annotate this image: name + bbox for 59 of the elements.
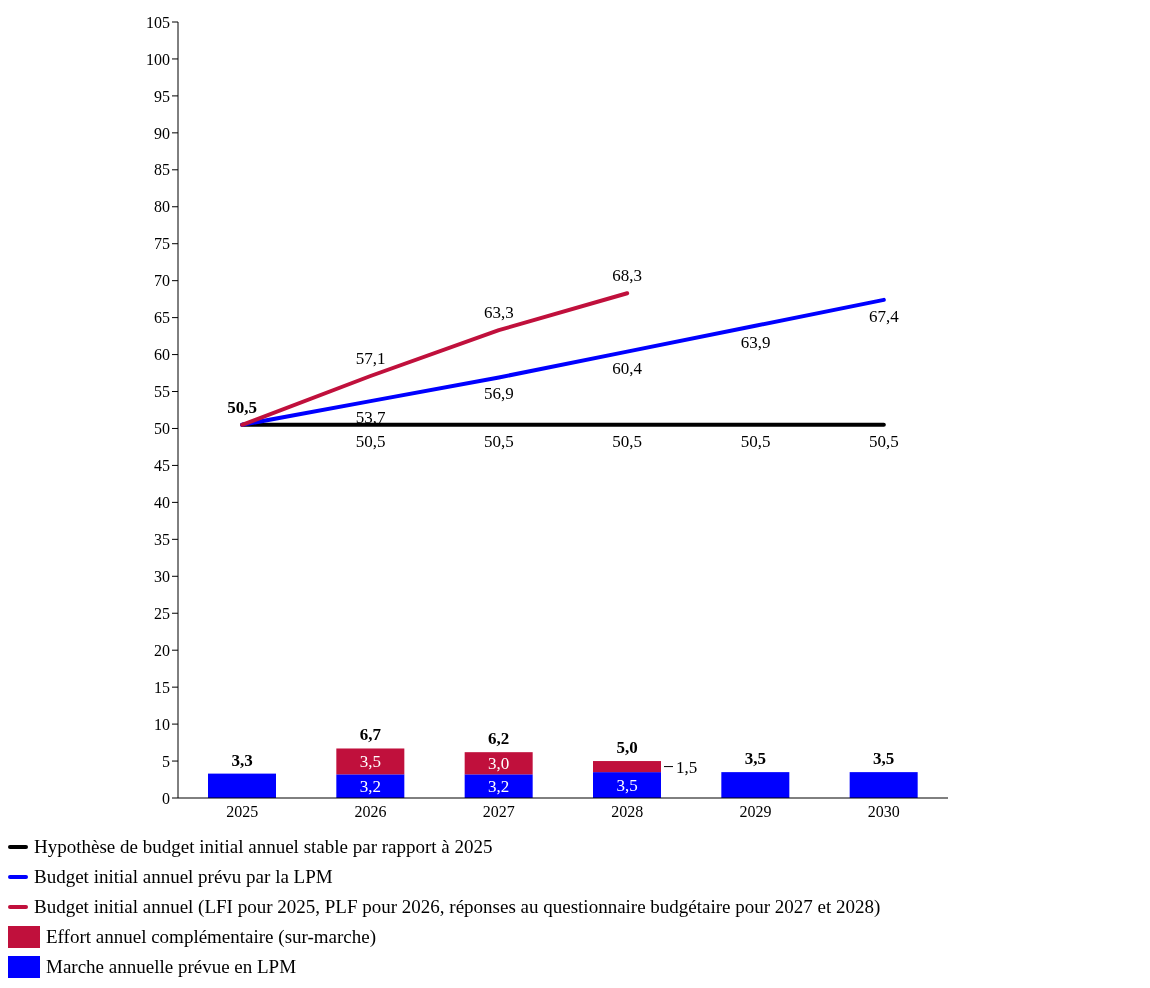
x-tick-label: 2029 bbox=[739, 803, 772, 821]
data-label: 3,2 bbox=[488, 777, 510, 797]
y-tick-label: 40 bbox=[154, 494, 170, 512]
data-label: 50,5 bbox=[227, 397, 258, 417]
x-tick-label: 2026 bbox=[354, 803, 387, 821]
y-tick-label: 70 bbox=[154, 272, 170, 290]
data-label: 67,4 bbox=[868, 306, 900, 326]
data-label: 53,7 bbox=[355, 408, 386, 428]
y-tick-label: 35 bbox=[154, 531, 170, 549]
y-tick-label: 60 bbox=[154, 346, 170, 364]
data-label: 3,0 bbox=[488, 754, 510, 774]
total-label: 3,3 bbox=[231, 750, 253, 770]
y-tick-label: 90 bbox=[154, 124, 170, 142]
data-label: 3,5 bbox=[359, 752, 381, 772]
total-label: 6,7 bbox=[359, 725, 382, 745]
y-tick-label: 105 bbox=[146, 13, 170, 31]
legend-label: Budget initial annuel (LFI pour 2025, PLF pour 2026, réponses au questionnaire budgétaire pour 2027 et 2028) bbox=[34, 896, 881, 918]
x-tick-label: 2025 bbox=[226, 803, 259, 821]
y-tick-label: 95 bbox=[154, 87, 170, 105]
data-label: 50,5 bbox=[868, 431, 899, 451]
data-label: 68,3 bbox=[612, 266, 643, 286]
data-label: 60,4 bbox=[612, 358, 643, 378]
x-tick-label: 2030 bbox=[867, 803, 900, 821]
data-label: 50,5 bbox=[355, 431, 386, 451]
y-tick-label: 30 bbox=[154, 567, 170, 585]
x-tick-label: 2027 bbox=[482, 803, 515, 821]
y-tick-label: 15 bbox=[154, 678, 170, 696]
data-label: 50,5 bbox=[740, 431, 771, 451]
legend-label: Effort annuel complémentaire (sur-marche) bbox=[46, 926, 377, 948]
y-tick-label: 55 bbox=[154, 383, 170, 401]
y-tick-label: 100 bbox=[146, 50, 170, 68]
y-tick-label: 10 bbox=[154, 715, 170, 733]
data-label: 50,5 bbox=[612, 431, 643, 451]
y-tick-label: 5 bbox=[162, 752, 170, 770]
data-label: 50,5 bbox=[483, 431, 514, 451]
x-tick-label: 2028 bbox=[611, 803, 644, 821]
total-label: 5,0 bbox=[616, 738, 638, 758]
total-label: 3,5 bbox=[873, 749, 895, 769]
y-tick-label: 45 bbox=[154, 457, 170, 475]
y-tick-label: 80 bbox=[154, 198, 170, 216]
y-tick-label: 50 bbox=[154, 420, 170, 438]
data-label: 1,5 bbox=[676, 757, 698, 777]
y-tick-label: 65 bbox=[154, 309, 170, 327]
total-label: 6,2 bbox=[488, 729, 510, 749]
legend-label: Hypothèse de budget initial annuel stable par rapport à 2025 bbox=[34, 836, 493, 858]
total-label: 3,5 bbox=[744, 749, 766, 769]
data-label: 3,2 bbox=[359, 777, 381, 797]
legend-label: Marche annuelle prévue en LPM bbox=[46, 956, 297, 978]
y-tick-label: 25 bbox=[154, 604, 170, 622]
data-label: 63,3 bbox=[483, 303, 514, 323]
y-tick-label: 20 bbox=[154, 641, 170, 659]
legend-label: Budget initial annuel prévu par la LPM bbox=[34, 866, 333, 888]
y-tick-label: 0 bbox=[162, 789, 170, 807]
y-tick-label: 75 bbox=[154, 235, 170, 253]
data-label: 57,1 bbox=[355, 349, 386, 368]
data-label: 56,9 bbox=[483, 384, 514, 404]
data-label: 63,9 bbox=[740, 332, 771, 352]
y-tick-label: 85 bbox=[154, 161, 170, 179]
data-label: 3,5 bbox=[616, 776, 638, 796]
